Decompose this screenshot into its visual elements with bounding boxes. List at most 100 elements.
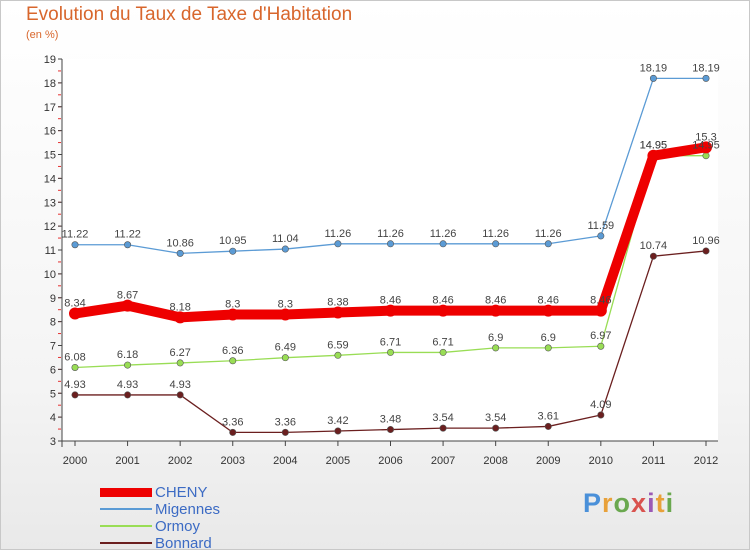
- data-point: [439, 240, 447, 248]
- data-point: [649, 74, 657, 82]
- data-point: [542, 304, 555, 317]
- data-point: [124, 241, 132, 249]
- x-tick-label: 2001: [115, 455, 139, 467]
- legend-item-cheny: CHENY: [100, 484, 280, 501]
- data-point: [386, 426, 394, 434]
- data-point: [229, 428, 237, 436]
- legend-item-migennes: Migennes: [100, 501, 280, 518]
- data-label: 8.3: [225, 298, 240, 310]
- data-label: 11.26: [325, 228, 352, 240]
- y-tick-label: 15: [44, 150, 56, 162]
- data-point: [281, 245, 289, 253]
- y-tick-label: 12: [44, 221, 56, 233]
- x-tick-label: 2010: [589, 455, 613, 467]
- y-tick-label: 5: [50, 388, 56, 400]
- data-label: 8.46: [590, 295, 611, 307]
- y-tick-label: 7: [50, 341, 56, 353]
- data-point: [437, 304, 450, 317]
- data-point: [229, 357, 237, 365]
- data-point: [229, 247, 237, 255]
- y-tick-label: 16: [44, 126, 56, 138]
- data-point: [702, 74, 710, 82]
- y-tick-label: 8: [50, 317, 56, 329]
- data-label: 8.46: [380, 295, 401, 307]
- data-label: 3.54: [432, 412, 453, 424]
- data-label: 11.26: [377, 228, 404, 240]
- data-point: [334, 351, 342, 359]
- data-label: 11.26: [482, 228, 509, 240]
- y-tick-label: 3: [50, 436, 56, 448]
- chart-title: Evolution du Taux de Taxe d'Habitation: [26, 4, 353, 25]
- data-label: 6.97: [590, 330, 611, 342]
- data-label: 3.36: [222, 416, 243, 428]
- logo-letter: i: [647, 488, 656, 518]
- data-point: [176, 391, 184, 399]
- x-tick-label: 2006: [378, 455, 402, 467]
- x-tick-label: 2008: [483, 455, 507, 467]
- data-point: [226, 308, 239, 321]
- data-label: 10.74: [640, 240, 668, 252]
- data-point: [492, 240, 500, 248]
- data-point: [71, 363, 79, 371]
- data-point: [71, 391, 79, 399]
- data-point: [386, 348, 394, 356]
- data-point: [386, 240, 394, 248]
- x-tick-label: 2002: [168, 455, 192, 467]
- data-label: 8.34: [64, 298, 85, 310]
- data-point: [176, 249, 184, 257]
- data-label: 6.71: [432, 336, 453, 348]
- data-point: [121, 299, 134, 312]
- data-point: [647, 149, 660, 162]
- data-point: [176, 359, 184, 367]
- data-label: 8.46: [485, 295, 506, 307]
- legend-label-migennes: Migennes: [155, 501, 221, 518]
- legend-swatch-ormoy: [100, 525, 152, 527]
- data-label: 6.9: [488, 332, 503, 344]
- data-point: [281, 428, 289, 436]
- data-point: [702, 247, 710, 255]
- data-point: [597, 232, 605, 240]
- data-label: 11.26: [535, 228, 562, 240]
- y-tick-label: 18: [44, 78, 56, 90]
- data-label: 6.27: [169, 347, 190, 359]
- x-tick-label: 2005: [326, 455, 350, 467]
- data-point: [700, 141, 712, 154]
- data-label: 11.04: [272, 233, 299, 245]
- data-label: 10.86: [166, 237, 194, 249]
- data-label: 3.48: [380, 414, 401, 426]
- y-tick-label: 6: [50, 364, 56, 376]
- data-label: 3.61: [538, 410, 559, 422]
- data-point: [279, 308, 292, 321]
- y-tick-label: 14: [44, 173, 56, 185]
- x-tick-label: 2011: [642, 455, 666, 467]
- x-tick-label: 2009: [536, 455, 560, 467]
- data-label: 8.18: [169, 301, 190, 313]
- data-label: 6.36: [222, 345, 243, 357]
- data-point: [69, 307, 81, 320]
- y-tick-label: 9: [50, 293, 56, 305]
- y-tick-label: 11: [45, 245, 56, 257]
- data-label: 18.19: [692, 62, 720, 74]
- x-tick-label: 2012: [694, 455, 718, 467]
- legend-label-ormoy: Ormoy: [155, 518, 200, 535]
- data-label: 8.46: [432, 295, 453, 307]
- data-point: [439, 424, 447, 432]
- data-label: 10.96: [692, 235, 720, 247]
- data-label: 11.22: [114, 229, 141, 241]
- data-label: 4.09: [590, 399, 611, 411]
- data-point: [384, 304, 397, 317]
- logo-letter: o: [613, 488, 632, 518]
- data-label: 6.9: [541, 332, 556, 344]
- data-label: 3.36: [275, 416, 296, 428]
- data-label: 6.59: [327, 339, 348, 351]
- x-tick-label: 2003: [221, 455, 245, 467]
- data-label: 8.3: [278, 298, 293, 310]
- x-tick-label: 2000: [63, 455, 87, 467]
- data-label: 14.95: [640, 140, 668, 152]
- logo-letter: i: [665, 488, 675, 518]
- data-point: [334, 240, 342, 248]
- logo-letter: x: [631, 488, 648, 518]
- data-point: [649, 252, 657, 260]
- legend-label-bonnard: Bonnard: [155, 535, 212, 552]
